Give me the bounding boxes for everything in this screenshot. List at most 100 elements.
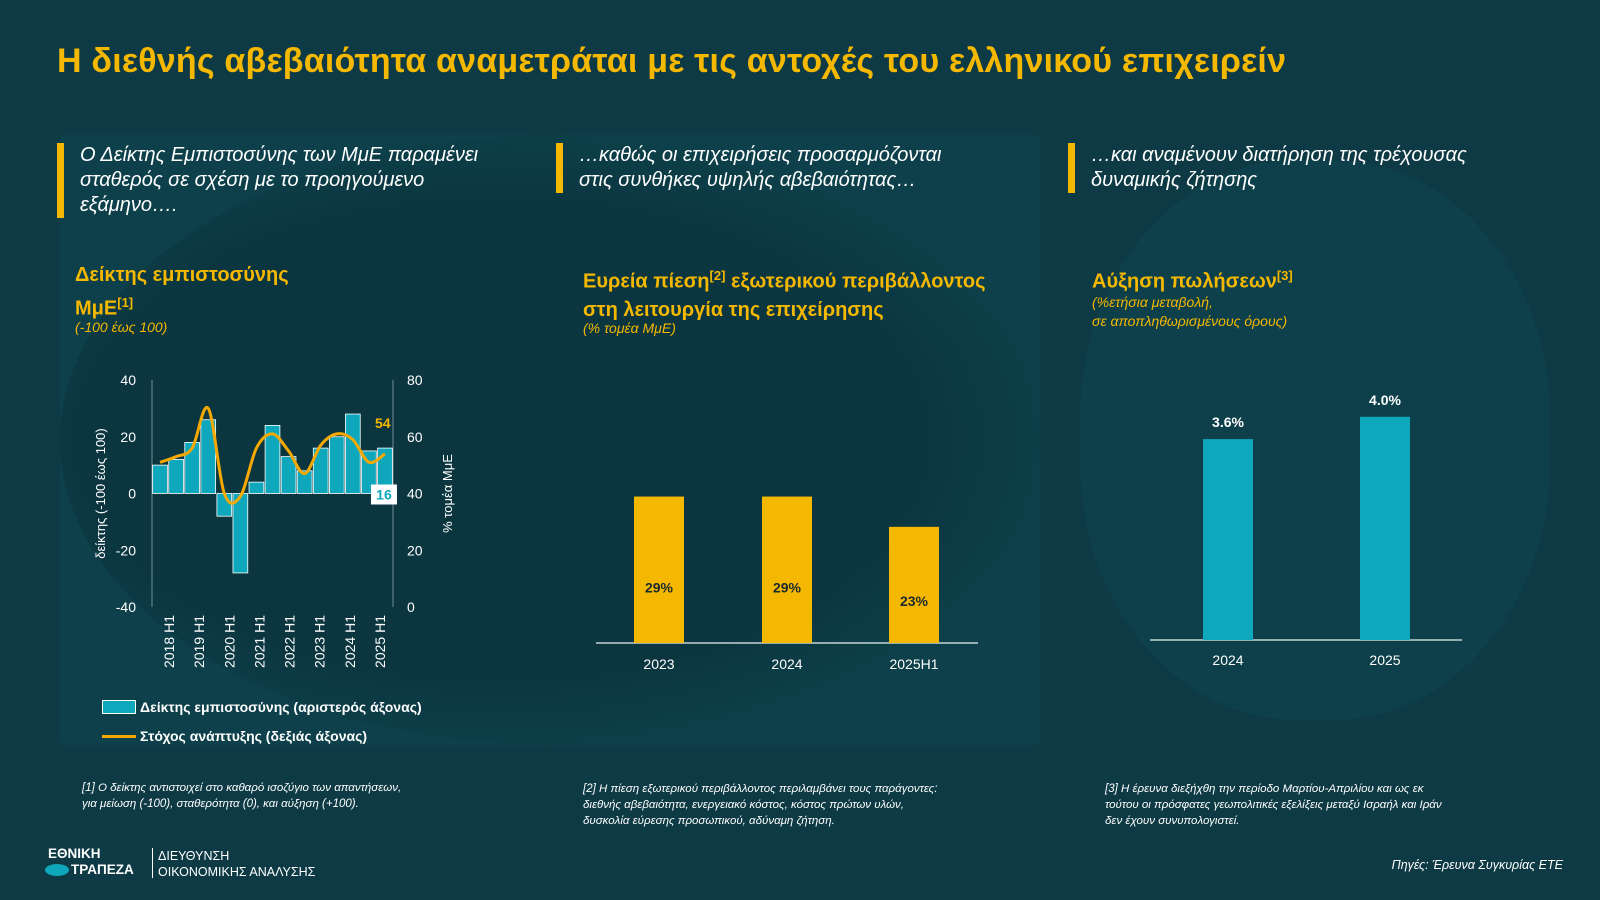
- confidence-bar: [184, 442, 200, 494]
- footnote-line: τούτου οι πρόσφατες γεωπολιτικές εξελίξε…: [1105, 799, 1442, 811]
- x-tick-label: 2024: [1212, 652, 1243, 668]
- x-tick-label: 2025 H1: [372, 615, 388, 668]
- chart1-title-line1: Δείκτης εμπιστοσύνης: [75, 264, 289, 286]
- background-ellipse-right: [1080, 160, 1550, 720]
- line-end-label: 54: [375, 415, 391, 431]
- source-note: Πηγές: Έρευνα Συγκυρίας ΕΤΕ: [1391, 858, 1563, 872]
- chart3-title-text: Αύξηση πωλήσεων: [1092, 270, 1277, 293]
- footnote-2: [2] Η πίεση εξωτερικού περιβάλλοντος περ…: [583, 781, 937, 829]
- legend-bar: Δείκτης εμπιστοσύνης (αριστερός άξονας): [102, 699, 422, 715]
- y-right-tick-label: 60: [407, 429, 423, 445]
- confidence-bar: [345, 413, 361, 494]
- y-right-axis-title: % τομέα ΜμΕ: [440, 454, 455, 533]
- quote-line: …και αναμένουν διατήρηση της τρέχουσας: [1091, 144, 1467, 166]
- chart1-subtitle: (-100 έως 100): [75, 319, 168, 335]
- growth-target-line: [159, 406, 386, 505]
- sales-bar: [1360, 416, 1410, 640]
- bar-value-label: 3.6%: [1212, 414, 1244, 430]
- confidence-bar: [248, 481, 265, 494]
- y-right-tick-label: 80: [407, 372, 423, 388]
- quote-line: στις συνθήκες υψηλής αβεβαιότητας…: [579, 169, 917, 191]
- logo-line1: ΕΘΝΙΚΗ: [48, 846, 101, 861]
- pressure-bar: [889, 526, 939, 643]
- bar-value-label: 23%: [900, 593, 929, 609]
- chart2-title: Ευρεία πίεση[2] εξωτερικού περιβάλλοντος…: [583, 262, 986, 324]
- x-tick-label: 2021 H1: [251, 615, 267, 668]
- pressure-bar: [634, 496, 684, 643]
- y-left-tick-label: -20: [116, 542, 136, 558]
- x-tick-label: 2023: [643, 656, 674, 672]
- footnote-ref: [1]: [117, 295, 134, 310]
- chart1-title-line2: ΜμΕ: [75, 297, 118, 320]
- footnote-line: [2] Η πίεση εξωτερικού περιβάλλοντος περ…: [583, 783, 938, 795]
- y-left-axis-title: δείκτης (-100 έως 100): [93, 428, 108, 558]
- chart2-title-part-a: Ευρεία πίεση: [583, 270, 710, 293]
- confidence-bar: [168, 459, 184, 494]
- sales-growth-chart: 3.6% 2024 4.0% 2025: [1150, 392, 1462, 668]
- panel3-quote: …και αναμένουν διατήρηση της τρέχουσας δ…: [1068, 143, 1561, 193]
- confidence-bar: [312, 447, 329, 494]
- footnote-line: διεθνής αβεβαιότητα, ενεργειακό κόστος, …: [583, 799, 904, 811]
- dept-line2: ΟΙΚΟΝΟΜΙΚΗΣ ΑΝΑΛΥΣΗΣ: [158, 865, 316, 879]
- chart1-title: Δείκτης εμπιστοσύνης ΜμΕ[1]: [75, 261, 289, 323]
- footnote-ref: [2]: [709, 268, 726, 283]
- footnote-line: [1] Ο δείκτης αντιστοιχεί στο καθαρό ισο…: [82, 782, 402, 794]
- panel2-quote: …καθώς οι επιχειρήσεις προσαρμόζονται στ…: [556, 143, 1039, 193]
- legend-line: Στόχος ανάπτυξης (δεξιάς άξονας): [102, 728, 367, 744]
- y-right-tick-label: 0: [407, 599, 415, 615]
- footnote-line: δυσκολία εύρεσης προσωπικού, αδύναμη ζήτ…: [583, 815, 835, 827]
- y-right-tick-label: 40: [407, 486, 423, 502]
- x-tick-label: 2024: [771, 656, 802, 672]
- footnote-line: για μείωση (-100), σταθερότητα (0), και …: [82, 798, 359, 810]
- x-tick-label: 2023 H1: [312, 615, 328, 668]
- chart3-subtitle-line2: σε αποπληθωρισμένους όρους): [1092, 313, 1288, 329]
- bar-value-label: 29%: [645, 580, 674, 596]
- confidence-bar: [200, 419, 217, 494]
- y-left-tick-label: 20: [120, 429, 136, 445]
- quote-line: σταθερός σε σχέση με το προηγούμενο: [80, 169, 425, 191]
- chart2-subtitle: (% τομέα ΜμΕ): [583, 320, 676, 336]
- chart2-title-line2: στη λειτουργία της επιχείρησης: [583, 298, 884, 321]
- x-tick-label: 2019 H1: [191, 615, 207, 668]
- chart2-title-part-b: εξωτερικού περιβάλλοντος: [725, 270, 986, 293]
- footnote-line: [3] Η έρευνα διεξήχθη την περίοδο Μαρτίο…: [1105, 783, 1424, 795]
- pressure-bar: [762, 496, 812, 643]
- confidence-bar: [264, 425, 281, 494]
- logo-line2: ΤΡΑΠΕΖΑ: [71, 862, 134, 877]
- y-right-tick-label: 20: [407, 542, 423, 558]
- chart3-subtitle-line1: (%ετήσια μεταβολή,: [1092, 294, 1213, 310]
- department-name: ΔΙΕΥΘΥΝΣΗ ΟΙΚΟΝΟΜΙΚΗΣ ΑΝΑΛΥΣΗΣ: [158, 848, 315, 880]
- confidence-bar: [152, 464, 168, 494]
- sales-bar: [1203, 439, 1253, 640]
- bar-value-label: 4.0%: [1369, 392, 1401, 408]
- confidence-index-chart: 40 20 0 -20 -40 80 60 40 20 0 δείκτης (-100 έως 10…: [93, 372, 455, 668]
- x-tick-label: 2025H1: [889, 656, 938, 672]
- x-tick-label: 2020 H1: [221, 615, 237, 668]
- chart3-subtitle: (%ετήσια μεταβολή, σε αποπληθωρισμένους …: [1092, 293, 1287, 331]
- x-tick-label: 2022 H1: [282, 615, 298, 668]
- x-tick-label: 2025: [1369, 652, 1400, 668]
- confidence-bar: [232, 493, 249, 574]
- confidence-bar: [296, 470, 313, 494]
- footnote-1: [1] Ο δείκτης αντιστοιχεί στο καθαρό ισο…: [82, 780, 401, 812]
- bank-logo: ΕΘΝΙΚΗ ΤΡΑΠΕΖΑ: [45, 846, 145, 882]
- footnote-3: [3] Η έρευνα διεξήχθη την περίοδο Μαρτίο…: [1105, 781, 1442, 829]
- chart3-title: Αύξηση πωλήσεων[3]: [1092, 262, 1293, 296]
- legend-bar-label: Δείκτης εμπιστοσύνης (αριστερός άξονας): [140, 699, 422, 715]
- legend-line-label: Στόχος ανάπτυξης (δεξιάς άξονας): [140, 728, 368, 744]
- footer-divider: [152, 848, 153, 878]
- dept-line1: ΔΙΕΥΘΥΝΣΗ: [158, 849, 230, 863]
- logo-mark-icon: [45, 864, 69, 876]
- y-left-tick-label: 0: [128, 486, 136, 502]
- page-title: Η διεθνής αβεβαιότητα αναμετράται με τις…: [57, 42, 1287, 80]
- quote-line: δυναμικής ζήτησης: [1091, 169, 1258, 191]
- quote-line: Ο Δείκτης Εμπιστοσύνης των ΜμΕ παραμένει: [80, 144, 479, 166]
- confidence-bar: [280, 456, 297, 494]
- footnote-ref: [3]: [1276, 268, 1293, 283]
- quote-line: εξάμηνο….: [80, 194, 178, 216]
- external-pressure-chart: 29% 2023 29% 2024 23% 2025H1: [596, 496, 978, 672]
- footnote-line: δεν έχουν συνυπολογιστεί.: [1105, 815, 1240, 827]
- bar-end-label-box: [370, 484, 397, 505]
- x-tick-label: 2018 H1: [161, 615, 177, 668]
- bar-end-label: 16: [376, 487, 392, 503]
